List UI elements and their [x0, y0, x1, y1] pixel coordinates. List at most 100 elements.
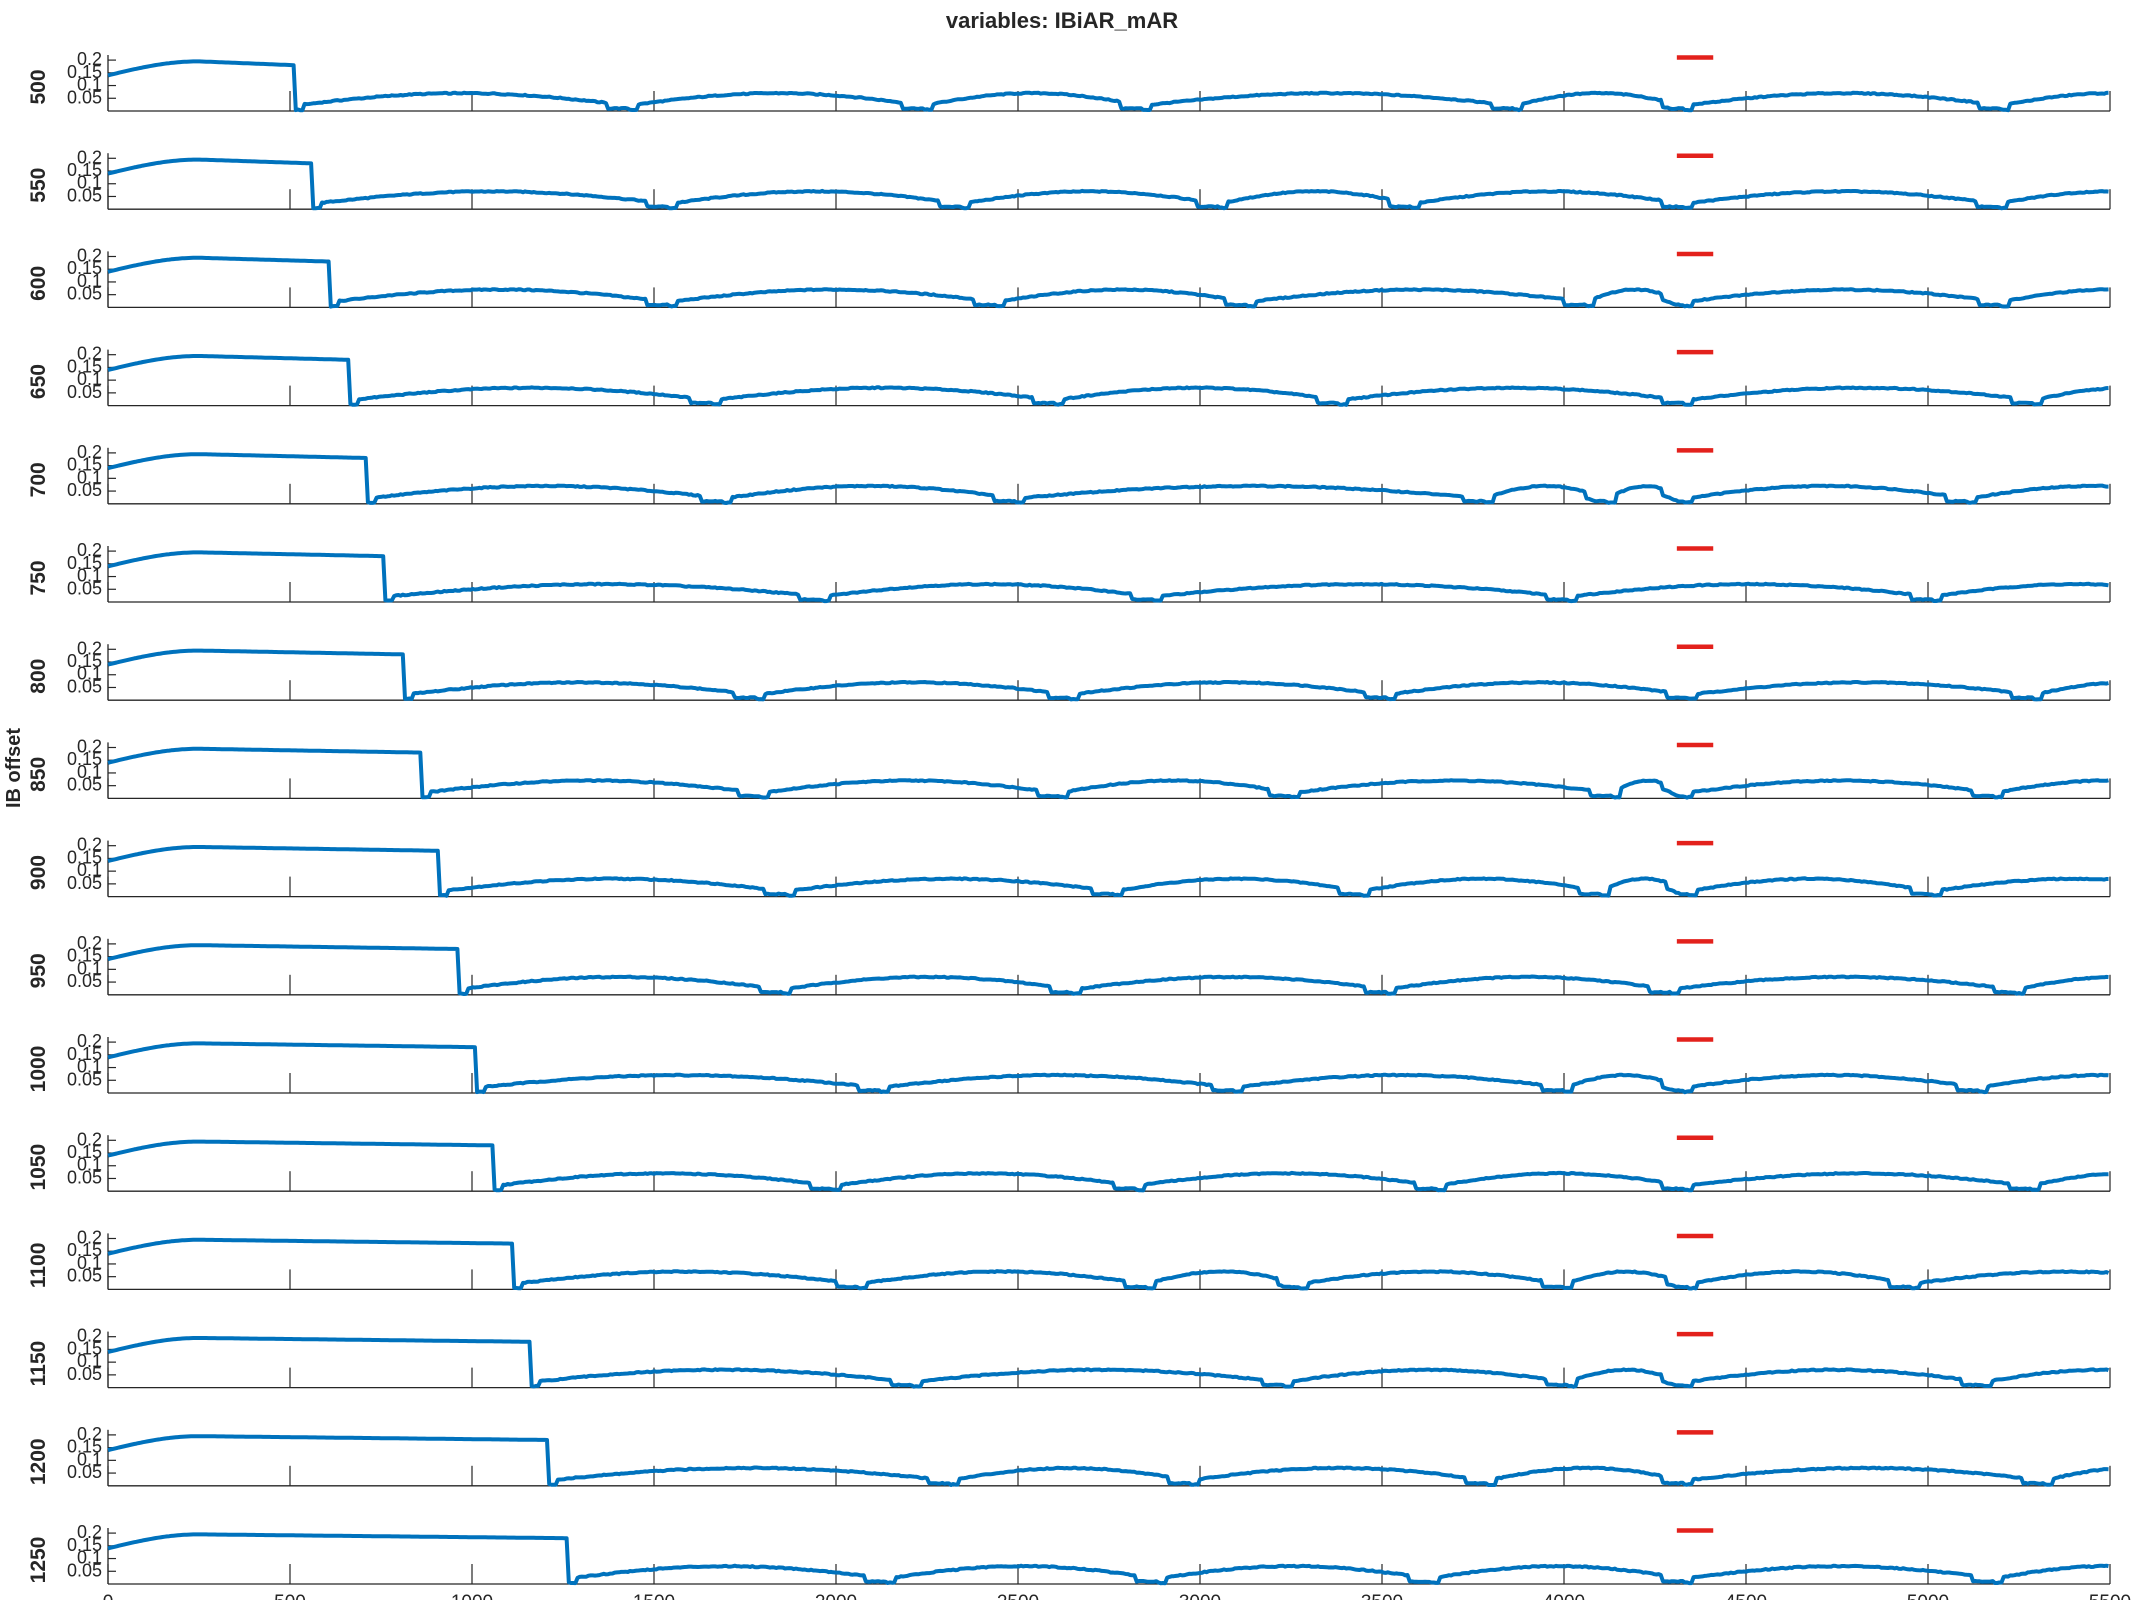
x-tick-label: 4000	[1543, 1592, 1585, 1600]
y-tick-label: 0.15	[67, 356, 102, 376]
offset-label: 1150	[27, 1341, 50, 1387]
y-tick-label: 0.1	[77, 958, 102, 978]
y-tick-label: 0.2	[77, 245, 102, 265]
panel-1200: 0.050.10.150.2 1200	[27, 1424, 2111, 1487]
series-line	[107, 1237, 2110, 1291]
y-tick-label: 0.05	[67, 971, 102, 991]
y-tick-label: 0.15	[67, 62, 102, 82]
series-line	[107, 255, 2109, 309]
y-tick-label: 0.1	[77, 173, 102, 193]
y-tick-label: 0.1	[77, 1155, 102, 1175]
y-tick-label: 0.05	[67, 1462, 102, 1482]
offset-label: 800	[27, 659, 50, 694]
offset-label: 1200	[27, 1438, 50, 1485]
offset-label: 600	[27, 266, 50, 301]
y-tick-label: 0.05	[67, 873, 102, 893]
series-line	[107, 1434, 2109, 1487]
y-tick-label: 0.1	[77, 467, 102, 487]
panel-1050: 0.050.10.150.2 1050	[27, 1129, 2111, 1193]
y-tick-label: 0.1	[77, 369, 102, 389]
y-tick-label: 0.15	[67, 160, 102, 180]
panel-850: 0.050.10.150.2 850	[27, 736, 2111, 800]
x-tick-label: 1000	[451, 1592, 493, 1600]
y-tick-label: 0.1	[77, 1449, 102, 1469]
y-axis-label: IB offset	[3, 728, 25, 808]
y-tick-label: 0.15	[67, 1240, 102, 1260]
y-tick-label: 0.15	[67, 455, 102, 475]
series-line	[107, 452, 2109, 505]
series-line	[107, 1336, 2110, 1389]
y-tick-label: 0.15	[67, 946, 102, 966]
offset-label: 650	[27, 364, 50, 399]
series-line	[107, 1041, 2109, 1095]
y-tick-label: 0.15	[67, 1535, 102, 1555]
panel-650: 0.050.10.150.2 650	[27, 344, 2111, 407]
panels-group: 0.050.10.150.25000.050.10.150.25500.050.…	[27, 49, 2131, 1600]
y-tick-label: 0.2	[77, 540, 102, 560]
x-tick-label: 0	[103, 1592, 114, 1600]
offset-label: 850	[27, 757, 50, 792]
y-tick-label: 0.05	[67, 1266, 102, 1286]
y-tick-label: 0.15	[67, 1437, 102, 1457]
offset-label: 1000	[27, 1046, 50, 1093]
y-tick-label: 0.2	[77, 835, 102, 855]
panel-750: 0.050.10.150.2 750	[27, 540, 2111, 604]
offset-label: 500	[27, 69, 50, 104]
series-line	[107, 845, 2109, 898]
y-tick-label: 0.05	[67, 87, 102, 107]
panel-1000: 0.050.10.150.2 1000	[27, 1031, 2111, 1095]
y-tick-label: 0.1	[77, 1548, 102, 1568]
y-tick-label: 0.2	[77, 638, 102, 658]
y-tick-label: 0.05	[67, 1364, 102, 1384]
y-tick-label: 0.05	[67, 1560, 102, 1580]
y-tick-label: 0.2	[77, 736, 102, 756]
y-tick-label: 0.2	[77, 1326, 102, 1346]
series-line	[107, 550, 2109, 604]
y-tick-label: 0.2	[77, 49, 102, 69]
y-tick-label: 0.1	[77, 664, 102, 684]
y-tick-label: 0.05	[67, 382, 102, 402]
offset-label: 700	[27, 462, 50, 497]
series-line	[107, 59, 2109, 113]
y-tick-label: 0.1	[77, 762, 102, 782]
y-tick-label: 0.15	[67, 847, 102, 867]
y-tick-label: 0.2	[77, 147, 102, 167]
y-tick-label: 0.05	[67, 284, 102, 304]
y-tick-label: 0.2	[77, 442, 102, 462]
y-tick-label: 0.2	[77, 1129, 102, 1149]
chart-title: variables: IBiAR_mAR	[946, 8, 1178, 33]
x-tick-label: 4500	[1725, 1592, 1767, 1600]
y-tick-label: 0.05	[67, 1069, 102, 1089]
y-tick-label: 0.05	[67, 578, 102, 598]
y-tick-label: 0.05	[67, 1167, 102, 1187]
panel-550: 0.050.10.150.2 550	[27, 147, 2111, 211]
y-tick-label: 0.15	[67, 651, 102, 671]
y-tick-label: 0.15	[67, 1338, 102, 1358]
offset-label: 1050	[27, 1144, 50, 1191]
panel-900: 0.050.10.150.2 900	[27, 835, 2111, 898]
offset-label: 1100	[27, 1243, 50, 1289]
y-tick-label: 0.2	[77, 1424, 102, 1444]
y-tick-label: 0.2	[77, 1227, 102, 1247]
panel-950: 0.050.10.150.2 950	[27, 933, 2111, 996]
y-tick-label: 0.15	[67, 749, 102, 769]
y-tick-label: 0.15	[67, 553, 102, 573]
y-tick-label: 0.05	[67, 480, 102, 500]
y-tick-label: 0.15	[67, 1142, 102, 1162]
y-tick-label: 0.2	[77, 344, 102, 364]
series-line	[107, 746, 2109, 800]
panel-700: 0.050.10.150.2 700	[27, 442, 2111, 505]
y-tick-label: 0.1	[77, 566, 102, 586]
y-tick-label: 0.2	[77, 933, 102, 953]
series-line	[107, 354, 2109, 407]
y-tick-label: 0.1	[77, 860, 102, 880]
offset-label: 950	[27, 953, 50, 988]
series-line	[107, 943, 2109, 996]
y-tick-label: 0.05	[67, 676, 102, 696]
series-line	[107, 1139, 2109, 1193]
y-tick-label: 0.15	[67, 258, 102, 278]
